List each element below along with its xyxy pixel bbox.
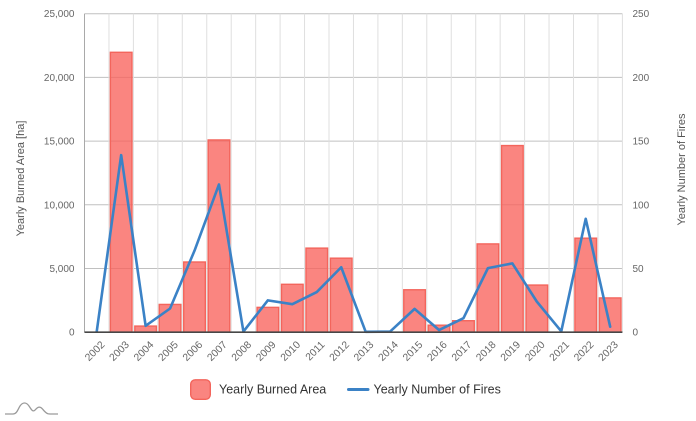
svg-text:20,000: 20,000: [44, 73, 75, 84]
svg-text:Yearly Burned Area: Yearly Burned Area: [219, 383, 326, 397]
svg-text:200: 200: [633, 73, 650, 84]
svg-text:Yearly Number of Fires: Yearly Number of Fires: [374, 383, 501, 397]
svg-text:0: 0: [633, 328, 639, 339]
svg-text:250: 250: [633, 9, 650, 20]
svg-text:Yearly Burned Area [ha]: Yearly Burned Area [ha]: [15, 121, 27, 237]
svg-text:Yearly Number of Fires: Yearly Number of Fires: [676, 113, 688, 226]
svg-text:0: 0: [69, 328, 75, 339]
svg-text:50: 50: [633, 264, 645, 275]
svg-text:100: 100: [633, 200, 650, 211]
svg-text:25,000: 25,000: [44, 9, 75, 20]
svg-text:10,000: 10,000: [44, 200, 75, 211]
svg-text:5,000: 5,000: [49, 264, 74, 275]
svg-text:15,000: 15,000: [44, 137, 75, 148]
svg-text:150: 150: [633, 137, 650, 148]
